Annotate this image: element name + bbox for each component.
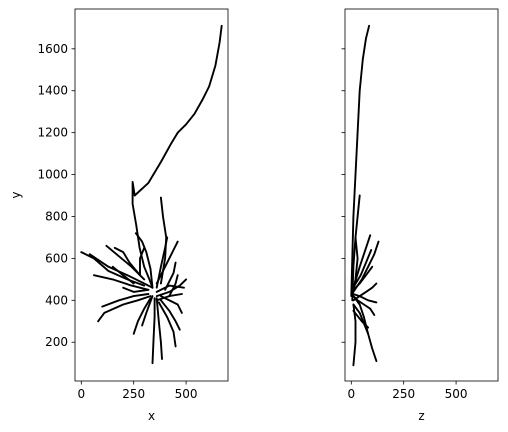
xy-projection-plot: 0 250 500 200 400 600 800 1000 1200 1400 1600 x y	[9, 8, 229, 423]
series-branch-ll-1	[97, 295, 152, 323]
series-branch-7	[352, 295, 376, 316]
x-tick-label: 500	[445, 387, 468, 401]
series-branch-up-3	[159, 196, 168, 285]
series-branch-d-2	[151, 297, 156, 365]
series-axon	[133, 24, 223, 197]
series-branch-ul-2	[80, 251, 146, 287]
series-branch-up-1	[134, 232, 154, 289]
y-tick-label: 200	[45, 335, 68, 349]
series-branch-ul-6	[111, 265, 135, 285]
y-tick-label: 1200	[37, 126, 68, 140]
series-branch-8	[352, 265, 374, 291]
series-branch-lr-3	[159, 295, 183, 314]
series-branch-ur-2	[155, 278, 188, 298]
x-axis-label: z	[418, 409, 424, 423]
y-tick-label: 800	[45, 209, 68, 223]
series-branch-ur-1	[155, 240, 179, 285]
series-branch-ur-5	[168, 274, 179, 298]
zy-projection-plot: 0 250 500 z	[341, 8, 499, 423]
axes-frame	[344, 8, 499, 382]
y-axis-label: y	[9, 191, 23, 198]
series-branch-lr-1	[159, 299, 181, 331]
series-branch-ll-4	[141, 295, 154, 327]
series-branch-5	[352, 303, 370, 335]
series-axon	[350, 24, 371, 298]
axes-frame	[74, 8, 229, 382]
series-branch-9	[353, 249, 373, 287]
series-branch-d-1	[155, 297, 163, 360]
series-branch-4	[352, 282, 378, 302]
y-tick-label: 1600	[37, 42, 68, 56]
series-branch-ul-7	[139, 246, 146, 277]
x-tick-label: 250	[122, 387, 145, 401]
series-branch-ur-4	[164, 261, 177, 291]
y-tick-label: 600	[45, 251, 68, 265]
series-branch-ul-5	[113, 246, 141, 277]
x-tick-label: 250	[392, 387, 415, 401]
series-branch-10	[351, 236, 359, 298]
series-branch-ur-3	[155, 284, 185, 293]
series-branch-ul-1	[88, 253, 154, 289]
y-tick-label: 1400	[37, 84, 68, 98]
series-branch-ll-2	[101, 293, 150, 308]
series-branch-ul-3	[92, 274, 150, 291]
x-tick-label: 0	[347, 387, 355, 401]
x-tick-label: 0	[77, 387, 85, 401]
y-tick-label: 400	[45, 293, 68, 307]
series-branch-lr-2	[157, 301, 177, 348]
x-axis-label: x	[148, 409, 155, 423]
series-branch-12	[352, 293, 378, 304]
series-branch-11	[352, 309, 370, 329]
y-tick-label: 1000	[37, 168, 68, 182]
x-tick-label: 500	[175, 387, 198, 401]
series-branch-l-1	[122, 286, 150, 293]
series-branch-ll-3	[132, 297, 152, 335]
